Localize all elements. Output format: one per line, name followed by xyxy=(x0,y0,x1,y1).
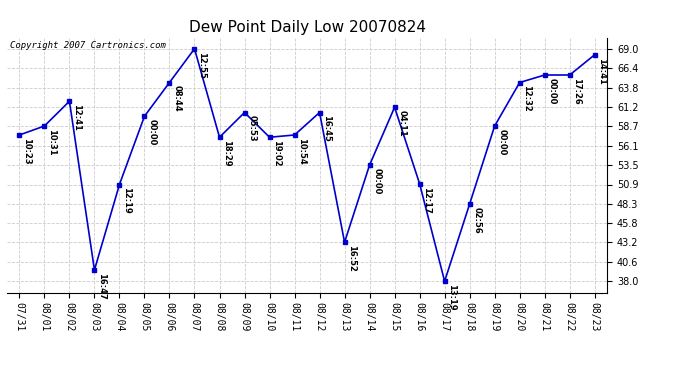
Text: 12:17: 12:17 xyxy=(422,186,431,213)
Text: 16:45: 16:45 xyxy=(322,115,331,142)
Text: 14:41: 14:41 xyxy=(598,57,607,84)
Text: 05:53: 05:53 xyxy=(247,115,256,142)
Text: 13:19: 13:19 xyxy=(447,284,456,310)
Text: 04:11: 04:11 xyxy=(397,110,406,137)
Text: Copyright 2007 Cartronics.com: Copyright 2007 Cartronics.com xyxy=(10,41,166,50)
Text: 00:00: 00:00 xyxy=(147,119,156,146)
Text: 00:00: 00:00 xyxy=(497,129,506,155)
Text: 12:19: 12:19 xyxy=(122,187,131,214)
Text: 12:41: 12:41 xyxy=(72,104,81,131)
Text: 17:26: 17:26 xyxy=(573,78,582,105)
Text: 00:00: 00:00 xyxy=(373,168,382,194)
Text: 10:31: 10:31 xyxy=(47,129,56,155)
Text: 12:55: 12:55 xyxy=(197,51,206,78)
Text: 10:54: 10:54 xyxy=(297,138,306,165)
Text: 02:56: 02:56 xyxy=(473,207,482,234)
Text: 16:52: 16:52 xyxy=(347,245,356,272)
Text: 08:44: 08:44 xyxy=(172,85,181,112)
Text: 10:23: 10:23 xyxy=(22,138,31,164)
Text: 18:29: 18:29 xyxy=(222,140,231,166)
Text: 19:02: 19:02 xyxy=(273,140,282,166)
Text: 12:32: 12:32 xyxy=(522,85,531,112)
Title: Dew Point Daily Low 20070824: Dew Point Daily Low 20070824 xyxy=(188,20,426,35)
Text: 00:00: 00:00 xyxy=(547,78,556,104)
Text: 16:47: 16:47 xyxy=(97,273,106,300)
